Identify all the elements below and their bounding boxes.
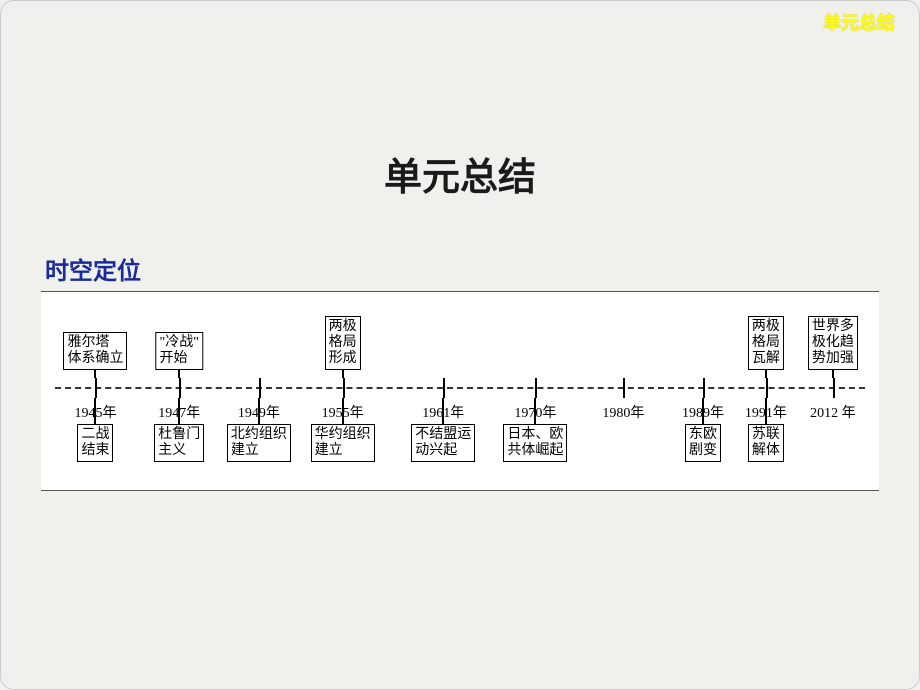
timeline-event-top: "冷战"开始 <box>156 332 203 370</box>
timeline-event-bottom: 日本、欧共体崛起 <box>503 424 567 462</box>
timeline-tick <box>623 378 625 398</box>
timeline-connector <box>702 398 704 424</box>
timeline-event-bottom: 二战结束 <box>77 424 113 462</box>
timeline-tick <box>703 378 705 398</box>
timeline-event-bottom: 华约组织建立 <box>311 424 375 462</box>
timeline-year: 2012 年 <box>810 402 856 422</box>
section-title: 时空定位 <box>45 251 919 286</box>
timeline-event-bottom: 不结盟运动兴起 <box>411 424 475 462</box>
timeline-tick <box>343 378 345 398</box>
timeline-year: 1980年 <box>602 402 644 422</box>
timeline-event-bottom: 杜鲁门主义 <box>154 424 204 462</box>
timeline-tick <box>95 378 97 398</box>
timeline-event-top: 世界多极化趋势加强 <box>808 316 858 370</box>
timeline-connector <box>342 398 344 424</box>
timeline-axis <box>55 387 865 389</box>
timeline-tick <box>833 378 835 398</box>
timeline-connector <box>178 398 180 424</box>
timeline-tick <box>259 378 261 398</box>
timeline-tick <box>766 378 768 398</box>
timeline-tick <box>443 378 445 398</box>
timeline-connector <box>442 398 444 424</box>
timeline-connector <box>94 398 96 424</box>
timeline-event-bottom: 东欧剧变 <box>685 424 721 462</box>
timeline-event-top: 两极格局瓦解 <box>748 316 784 370</box>
timeline: 1945年雅尔塔体系确立二战结束1947年"冷战"开始杜鲁门主义1949年北约组… <box>41 291 879 491</box>
main-title: 单元总结 <box>1 146 919 201</box>
timeline-event-bottom: 苏联解体 <box>748 424 784 462</box>
timeline-event-bottom: 北约组织建立 <box>227 424 291 462</box>
timeline-event-top: 雅尔塔体系确立 <box>63 332 127 370</box>
timeline-connector <box>258 398 260 424</box>
corner-label: 单元总结 <box>823 9 895 35</box>
timeline-event-top: 两极格局形成 <box>325 316 361 370</box>
timeline-connector <box>534 398 536 424</box>
timeline-connector <box>765 398 767 424</box>
timeline-tick <box>179 378 181 398</box>
timeline-tick <box>535 378 537 398</box>
